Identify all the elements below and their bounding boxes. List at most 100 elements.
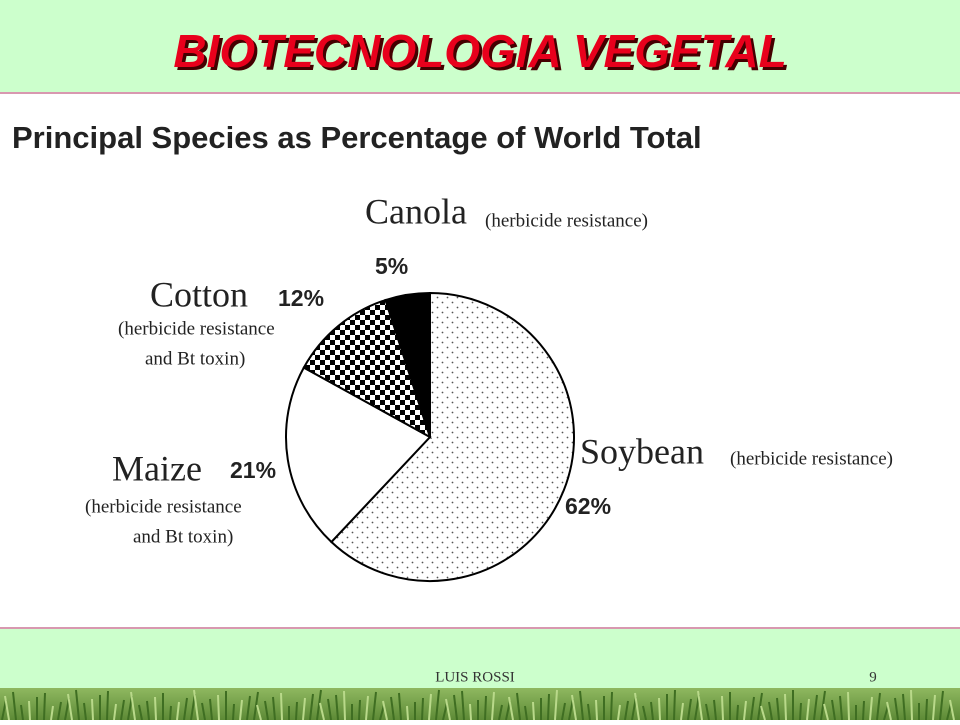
title-bar bbox=[0, 0, 960, 92]
grass-blade bbox=[253, 691, 259, 721]
category-description: (herbicide resistance) bbox=[485, 210, 648, 231]
grass-blade bbox=[91, 698, 94, 721]
grass-blade bbox=[839, 695, 843, 721]
grass-blade bbox=[406, 705, 409, 721]
grass-blade bbox=[757, 692, 763, 721]
pie-slice bbox=[302, 298, 432, 440]
category-label: Maize bbox=[112, 448, 202, 488]
grass-blade bbox=[43, 692, 46, 721]
category-label: Canola bbox=[365, 191, 467, 231]
grass-blade bbox=[83, 702, 87, 721]
grass-blade bbox=[280, 692, 283, 721]
grass-blade bbox=[309, 693, 314, 721]
grass-blade bbox=[372, 691, 377, 721]
grass-blade bbox=[813, 694, 818, 721]
grass-blade bbox=[445, 698, 451, 721]
grass-blade bbox=[595, 699, 598, 721]
grass-blade bbox=[491, 691, 495, 721]
category-label: Soybean bbox=[580, 431, 704, 471]
grass-blade bbox=[272, 696, 276, 721]
pie bbox=[285, 291, 575, 582]
grass-blade bbox=[365, 695, 369, 721]
grass-blade bbox=[579, 690, 584, 721]
grass-blade bbox=[113, 703, 117, 721]
grass-blade bbox=[508, 696, 514, 721]
grass-blade bbox=[28, 700, 31, 721]
grass-blade bbox=[343, 690, 346, 721]
grass-blade bbox=[524, 705, 528, 721]
value-label: 5% bbox=[375, 253, 408, 279]
grass-blade bbox=[120, 699, 125, 721]
grass-blade bbox=[435, 689, 440, 721]
grass-blade bbox=[673, 689, 676, 721]
grass-blade bbox=[4, 695, 10, 721]
grass-blade bbox=[806, 698, 810, 721]
grass-blade bbox=[617, 704, 621, 721]
grass-blade bbox=[358, 699, 361, 721]
grass-blade bbox=[768, 701, 773, 721]
grass-blade bbox=[138, 704, 143, 721]
grass-blade bbox=[658, 697, 661, 721]
grass-blade bbox=[484, 695, 487, 721]
grass-blade bbox=[902, 693, 906, 721]
grass-blade bbox=[421, 697, 424, 721]
slide-title: BIOTECNOLOGIA VEGETAL bbox=[173, 25, 786, 77]
grass-blade bbox=[461, 690, 465, 721]
grass-blade bbox=[516, 692, 521, 721]
category-label: Cotton bbox=[150, 274, 248, 314]
pie-slice bbox=[285, 366, 432, 544]
grass-blade bbox=[106, 690, 109, 721]
grass-blade bbox=[382, 700, 388, 721]
grass-blade bbox=[634, 692, 640, 721]
grass-blade bbox=[799, 702, 802, 721]
pie-slice bbox=[384, 291, 431, 438]
grass-blade bbox=[820, 690, 826, 721]
grass-blade bbox=[75, 689, 80, 721]
grass-blade bbox=[561, 702, 566, 721]
grass-blade bbox=[721, 695, 724, 721]
grass-blade bbox=[925, 698, 928, 721]
pie-slice bbox=[330, 291, 575, 582]
grass-blade bbox=[713, 699, 717, 721]
grass-blade bbox=[154, 696, 157, 721]
grass-blade bbox=[67, 693, 73, 721]
grass-blade bbox=[398, 692, 402, 721]
labels: Soybean (herbicide resistance) 62% Maize (he… bbox=[85, 191, 893, 547]
grass-blade bbox=[571, 694, 577, 721]
grass-blade bbox=[760, 705, 766, 721]
grass-blade bbox=[327, 698, 332, 721]
grass-blade bbox=[932, 694, 936, 721]
grass-blade bbox=[894, 697, 899, 721]
grass-blade bbox=[697, 690, 703, 721]
grass-blade bbox=[217, 694, 220, 721]
grass-blade bbox=[193, 689, 199, 721]
grass-blade bbox=[319, 702, 325, 721]
page-number: 9 bbox=[869, 669, 877, 685]
grass-blade bbox=[847, 691, 850, 721]
grass-blade bbox=[295, 701, 298, 721]
category-description: (herbicide resistance) bbox=[730, 448, 893, 469]
grass-blade bbox=[302, 697, 306, 721]
grass-blade bbox=[239, 699, 243, 721]
grass-blade bbox=[750, 696, 755, 721]
value-label: 62% bbox=[565, 493, 611, 519]
grass-blade bbox=[176, 701, 180, 721]
grass-blade bbox=[642, 705, 647, 721]
grass-blade bbox=[687, 698, 692, 721]
category-description: (herbicide resistance bbox=[118, 318, 275, 339]
grass-blade bbox=[130, 691, 136, 721]
grass-blade bbox=[784, 693, 787, 721]
grass-blade bbox=[532, 701, 535, 721]
value-label: 21% bbox=[230, 457, 276, 483]
grass-blade bbox=[736, 704, 739, 721]
grass-blade bbox=[453, 694, 458, 721]
chart-title: Principal Species as Percentage of World… bbox=[12, 120, 702, 155]
grass-blade bbox=[316, 689, 322, 721]
grass-blade bbox=[146, 700, 150, 721]
grass-blade bbox=[876, 692, 881, 721]
category-description: and Bt toxin) bbox=[133, 526, 233, 547]
grass-blade bbox=[12, 691, 17, 721]
footer-bar bbox=[0, 629, 960, 689]
grass-blade bbox=[831, 699, 836, 721]
